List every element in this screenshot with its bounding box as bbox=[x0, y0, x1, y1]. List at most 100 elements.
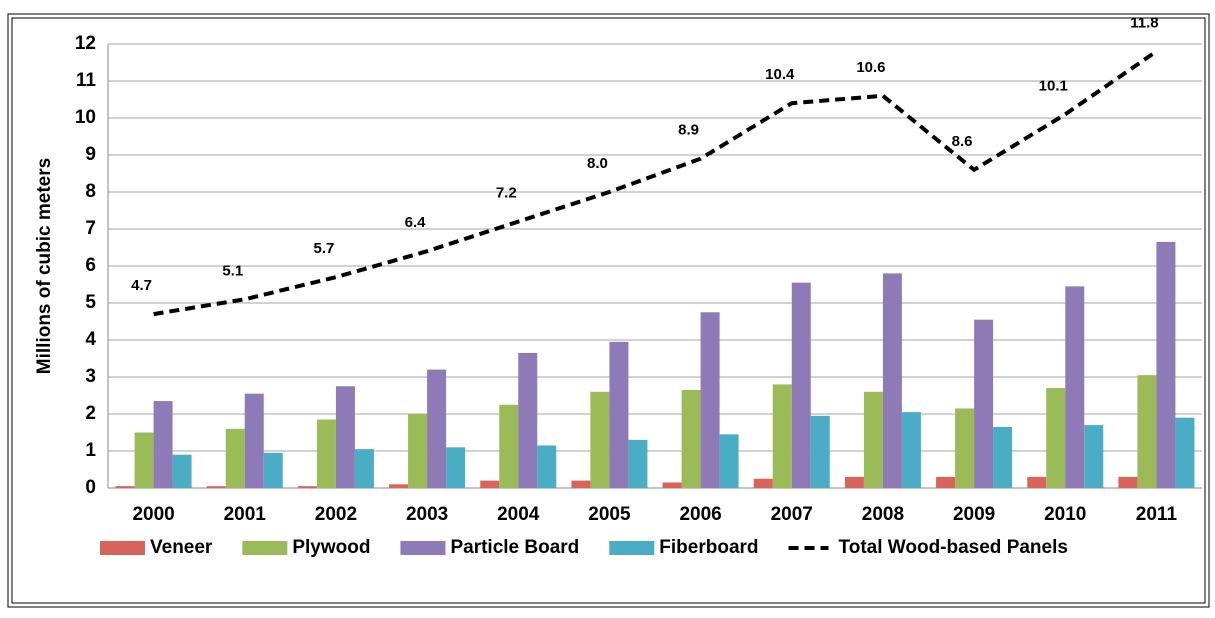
legend-swatch bbox=[242, 541, 288, 555]
bar bbox=[134, 432, 154, 488]
legend-label: Veneer bbox=[150, 537, 213, 558]
bar bbox=[115, 486, 135, 488]
data-label: 4.7 bbox=[131, 277, 152, 294]
data-label: 7.2 bbox=[496, 185, 517, 202]
bar bbox=[791, 282, 811, 488]
data-label: 11.8 bbox=[1130, 14, 1158, 31]
y-tick-label: 1 bbox=[85, 440, 96, 461]
bar bbox=[1137, 375, 1157, 488]
data-label: 8.0 bbox=[587, 155, 608, 172]
x-tick-label: 2002 bbox=[315, 504, 357, 525]
y-tick-label: 12 bbox=[75, 33, 96, 54]
data-label: 5.1 bbox=[222, 262, 243, 279]
bar bbox=[1065, 286, 1085, 488]
bar bbox=[863, 391, 883, 488]
legend-swatch bbox=[400, 541, 446, 555]
x-tick-label: 2011 bbox=[1136, 504, 1178, 525]
y-tick-label: 5 bbox=[85, 292, 96, 313]
frame-outer bbox=[7, 13, 1210, 608]
bar bbox=[537, 445, 557, 488]
bar bbox=[936, 476, 956, 488]
y-tick-label: 2 bbox=[85, 403, 96, 424]
bar bbox=[263, 452, 283, 488]
bar bbox=[225, 428, 245, 488]
bar bbox=[1027, 476, 1047, 488]
y-tick-label: 10 bbox=[75, 107, 96, 128]
bar bbox=[1084, 425, 1104, 488]
line bbox=[153, 49, 1158, 317]
legend-label: Plywood bbox=[292, 537, 370, 558]
y-tick-label: 6 bbox=[85, 255, 96, 276]
data-label: 10.1 bbox=[1039, 77, 1068, 94]
bar bbox=[628, 439, 648, 488]
bar bbox=[882, 273, 902, 488]
bar bbox=[206, 486, 226, 488]
x-tick-label: 2006 bbox=[679, 504, 721, 525]
bar bbox=[408, 414, 428, 488]
bar bbox=[810, 415, 830, 488]
x-tick-label: 2003 bbox=[406, 504, 448, 525]
bar bbox=[719, 434, 739, 488]
bar bbox=[480, 480, 500, 488]
bar bbox=[753, 478, 773, 488]
y-tick-label: 11 bbox=[76, 70, 97, 91]
bar bbox=[1118, 476, 1138, 488]
legend-swatch bbox=[100, 541, 145, 555]
data-label: 5.7 bbox=[313, 240, 334, 257]
bar bbox=[389, 484, 409, 488]
data-label: 10.6 bbox=[856, 59, 885, 76]
bar bbox=[499, 404, 519, 488]
bar bbox=[297, 486, 317, 488]
x-tick-label: 2010 bbox=[1044, 504, 1086, 525]
x-tick-label: 2004 bbox=[497, 504, 540, 525]
bar bbox=[153, 401, 173, 488]
bar bbox=[955, 408, 975, 488]
bar bbox=[662, 482, 682, 488]
frame-inner bbox=[11, 17, 1206, 604]
y-tick-label: 3 bbox=[85, 366, 96, 387]
bar bbox=[518, 352, 538, 488]
y-tick-label: 4 bbox=[85, 329, 96, 350]
bar bbox=[172, 454, 192, 488]
data-label: 6.4 bbox=[405, 214, 427, 231]
bar bbox=[609, 341, 629, 488]
bar bbox=[681, 389, 701, 488]
bar bbox=[1156, 241, 1176, 488]
legend-label: Fiberboard bbox=[659, 537, 758, 558]
y-tick-label: 8 bbox=[85, 181, 96, 202]
legend-label: Particle Board bbox=[450, 537, 579, 558]
bar bbox=[974, 319, 994, 488]
bar bbox=[772, 384, 792, 488]
x-tick-label: 2008 bbox=[862, 504, 904, 525]
data-label: 8.9 bbox=[678, 122, 699, 139]
bar bbox=[901, 412, 921, 488]
bar bbox=[354, 449, 374, 488]
bar bbox=[993, 426, 1013, 488]
legend-label: Total Wood-based Panels bbox=[839, 537, 1068, 558]
bar bbox=[1046, 388, 1066, 488]
bar bbox=[1175, 417, 1195, 488]
bar bbox=[446, 447, 466, 488]
x-tick-label: 2005 bbox=[588, 504, 631, 525]
y-tick-label: 9 bbox=[85, 144, 96, 165]
bar bbox=[335, 386, 355, 488]
data-label: 8.6 bbox=[952, 133, 973, 150]
bar bbox=[700, 312, 720, 488]
bar bbox=[316, 419, 336, 488]
x-tick-label: 2000 bbox=[132, 504, 174, 525]
y-axis-label: Millions of cubic meters bbox=[34, 158, 55, 374]
y-tick-label: 7 bbox=[85, 218, 96, 239]
bar bbox=[571, 480, 591, 488]
bar bbox=[844, 476, 864, 488]
bar bbox=[590, 391, 610, 488]
bar bbox=[244, 393, 264, 488]
data-label: 10.4 bbox=[765, 66, 795, 83]
bar bbox=[427, 369, 447, 488]
x-tick-label: 2007 bbox=[771, 504, 813, 525]
x-tick-label: 2009 bbox=[953, 504, 995, 525]
x-tick-label: 2001 bbox=[224, 504, 267, 525]
legend-swatch bbox=[609, 541, 655, 555]
y-tick-label: 0 bbox=[85, 477, 96, 498]
